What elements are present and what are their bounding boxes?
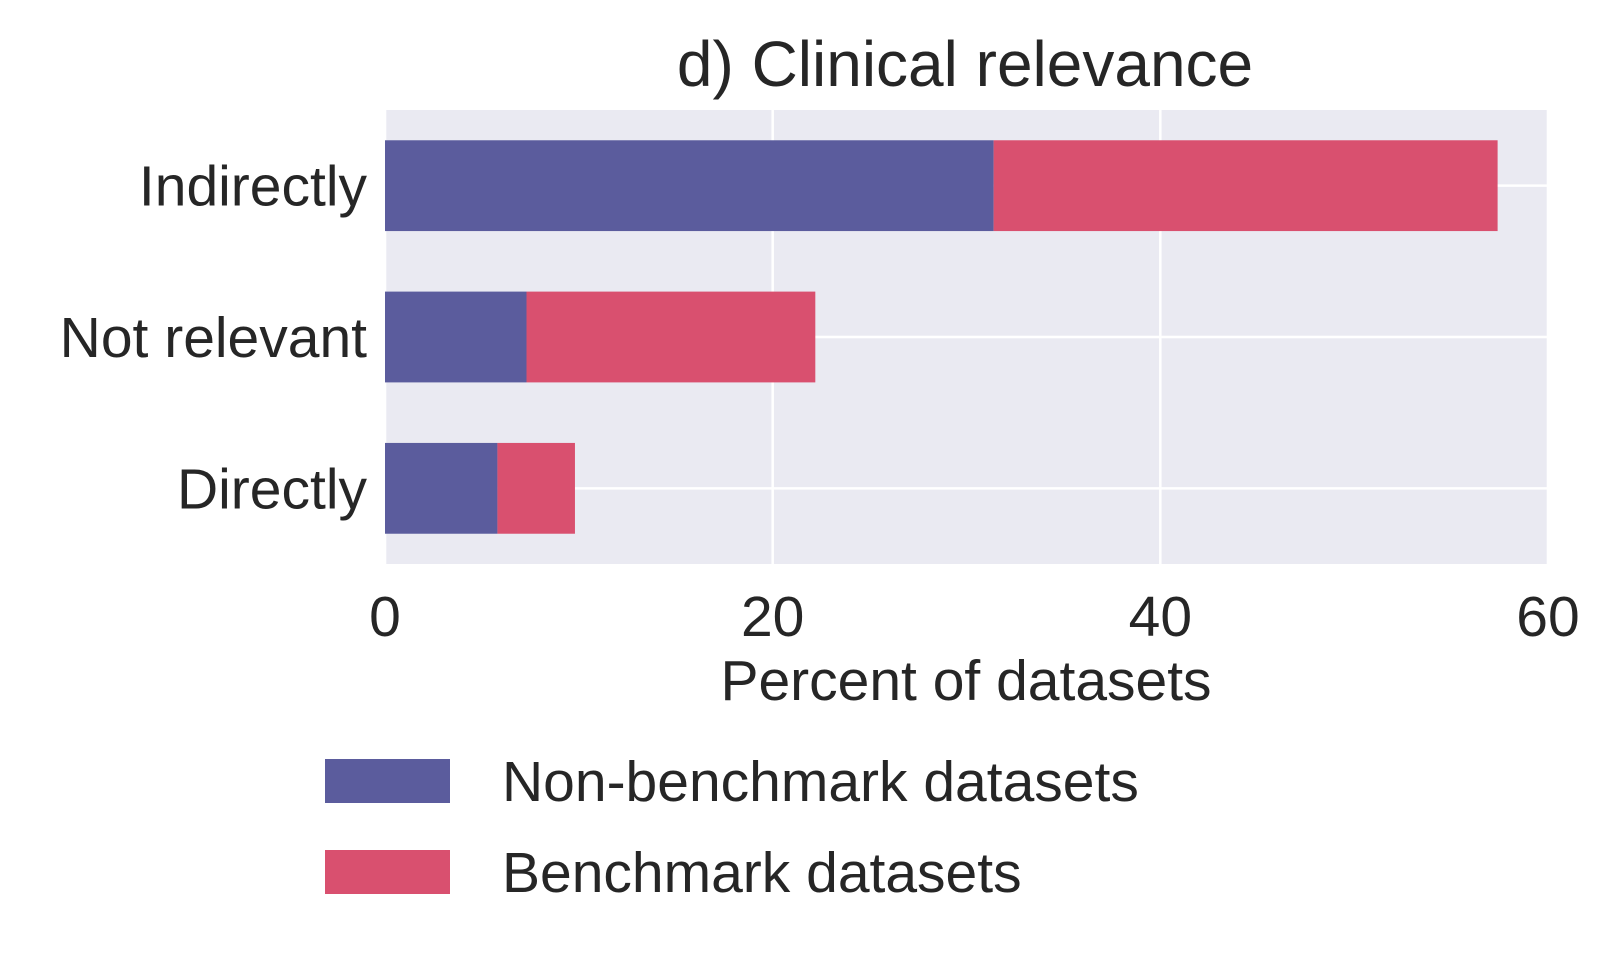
x-axis-label: Percent of datasets [720,649,1211,713]
bar-directly-series-1 [497,442,575,534]
bar-directly-series-0 [385,442,498,534]
bar-indirectly-series-1 [993,140,1498,232]
legend-swatch [325,759,450,803]
legend-label: Benchmark datasets [502,841,1022,905]
y-tick-label: Not relevant [60,306,367,370]
x-tick-label: 20 [741,585,804,649]
bar-not-relevant-series-1 [526,291,816,383]
legend-swatch [325,850,450,894]
bar-not-relevant-series-0 [385,291,527,383]
bars [385,140,1498,534]
bar-indirectly-series-0 [385,140,994,232]
legend-label: Non-benchmark datasets [502,750,1139,814]
y-tick-label: Indirectly [139,155,368,219]
x-tick-label: 0 [369,585,401,649]
x-tick-label: 60 [1516,585,1579,649]
legend: Non-benchmark datasets Benchmark datasets [325,750,1139,905]
chart-title: d) Clinical relevance [677,28,1253,100]
y-tick-label: Directly [177,457,368,521]
y-axis-tick-labels: Indirectly Not relevant Directly [60,155,368,522]
x-axis-tick-labels: 0 20 40 60 [369,585,1580,649]
x-tick-label: 40 [1129,585,1192,649]
